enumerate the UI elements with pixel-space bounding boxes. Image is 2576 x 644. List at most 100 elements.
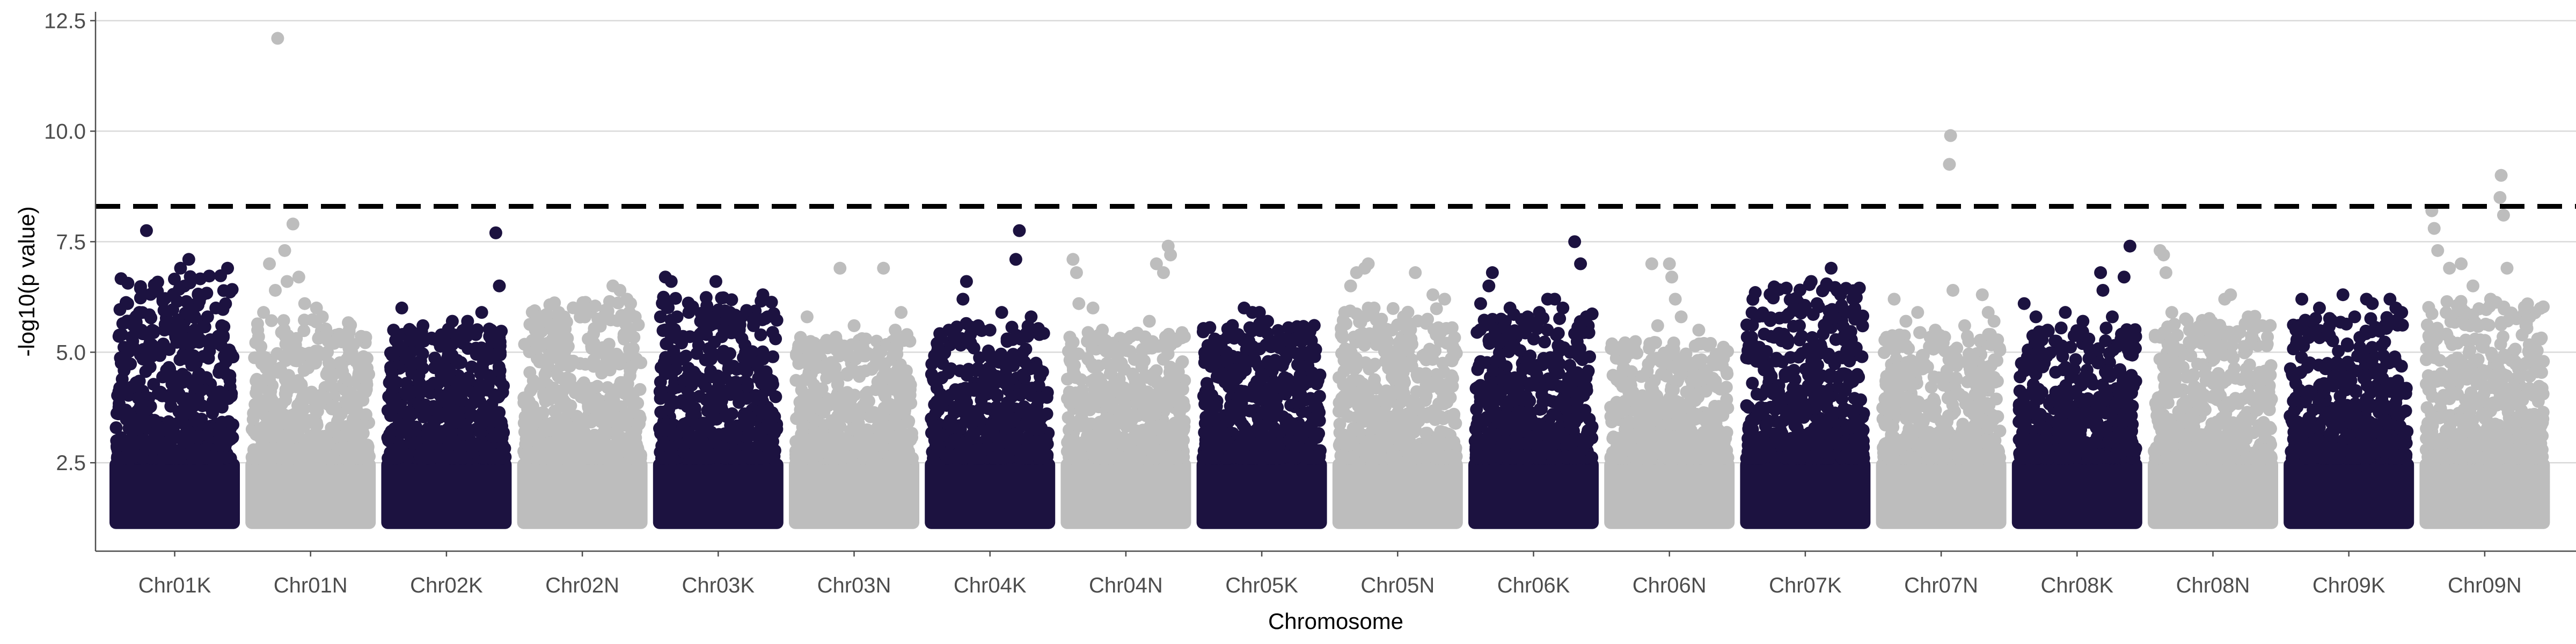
snp-point [1077,415,1091,428]
snp-peak-point [582,332,595,346]
snp-point [400,388,413,401]
snp-point [712,303,725,317]
snp-point [275,411,288,424]
snp-point [616,433,630,446]
snp-point [426,429,440,443]
snp-point [433,389,447,402]
snp-point [402,323,416,336]
snp-point [859,349,872,363]
snp-point [111,451,125,465]
snp-point [1272,425,1285,438]
snp-point [873,375,887,389]
snp-peak-point [1296,346,1309,359]
snp-point [536,355,549,368]
snp-point [429,448,442,462]
snp-peak-point [174,261,187,275]
snp-point [837,451,850,464]
snp-point [356,427,370,440]
snp-peak-point [756,288,770,302]
snp-point [551,333,565,347]
snp-point [276,436,290,450]
snp-point [223,286,237,299]
snp-point [538,368,552,381]
snp-point [320,368,333,381]
snp-point [621,384,635,397]
snp-point [861,385,874,399]
dense-snp-band [789,458,919,529]
snp-point [540,308,554,321]
snp-peak-point [1168,332,1182,346]
snp-point [1269,354,1282,367]
snp-point [944,414,957,428]
snp-point [830,335,843,348]
snp-point [589,299,602,313]
snp-peak-point [1066,253,1080,266]
snp-point [749,389,763,402]
snp-peak-point [280,275,294,288]
snp-point [333,356,347,369]
snp-point [633,412,647,425]
snp-point [1239,363,1252,377]
snp-peak-point [971,319,985,332]
snp-point [1131,409,1145,422]
snp-point [217,427,230,440]
snp-point [121,276,135,290]
snp-point [1144,399,1157,412]
snp-point [1203,321,1217,334]
dense-snp-band [245,458,376,529]
chromosome-points-chr01k [109,224,240,529]
chromosome-points-chr01n [245,32,376,529]
snp-peak-point [387,324,400,337]
snp-point [188,445,201,459]
snp-point [1081,353,1095,366]
snp-point [191,328,204,341]
snp-point [215,415,229,429]
snp-peak-point [115,328,128,341]
snp-point [576,296,590,309]
snp-point [655,439,669,452]
snp-point [391,442,405,455]
snp-peak-point [221,261,235,275]
snp-point [544,423,557,437]
data-points [109,32,2550,529]
snp-point [724,430,738,444]
snp-peak-point [628,310,642,324]
snp-point [628,451,641,464]
snp-point [881,401,894,415]
snp-point [831,377,845,390]
snp-point [290,332,303,345]
snp-point [805,434,818,448]
snp-point [654,361,668,374]
snp-point [1253,342,1267,356]
snp-point [1096,451,1109,465]
snp-point [114,356,128,370]
snp-point [518,448,531,461]
snp-point [948,434,961,447]
snp-point [1141,385,1154,399]
snp-point [967,428,980,442]
snp-peak-point [670,310,684,324]
snp-peak-point [1272,341,1286,355]
snp-point [392,451,405,464]
snp-point [804,335,817,348]
snp-peak-point [1261,314,1275,328]
snp-point [400,426,413,440]
snp-point [254,340,268,353]
snp-point [355,330,368,343]
snp-point [611,314,624,327]
snp-point [1159,376,1173,390]
snp-point [984,350,997,364]
snp-point [336,429,350,443]
snp-point [392,417,406,430]
snp-peak-point [709,275,722,288]
snp-point [743,411,757,424]
snp-point [245,450,259,464]
snp-peak-point [1009,253,1022,266]
snp-point [139,350,152,364]
snp-point [168,273,181,286]
snp-point [960,369,974,382]
snp-peak-point [735,310,749,324]
snp-point [410,384,423,398]
snp-point [901,385,914,398]
snp-peak-point [434,332,447,346]
